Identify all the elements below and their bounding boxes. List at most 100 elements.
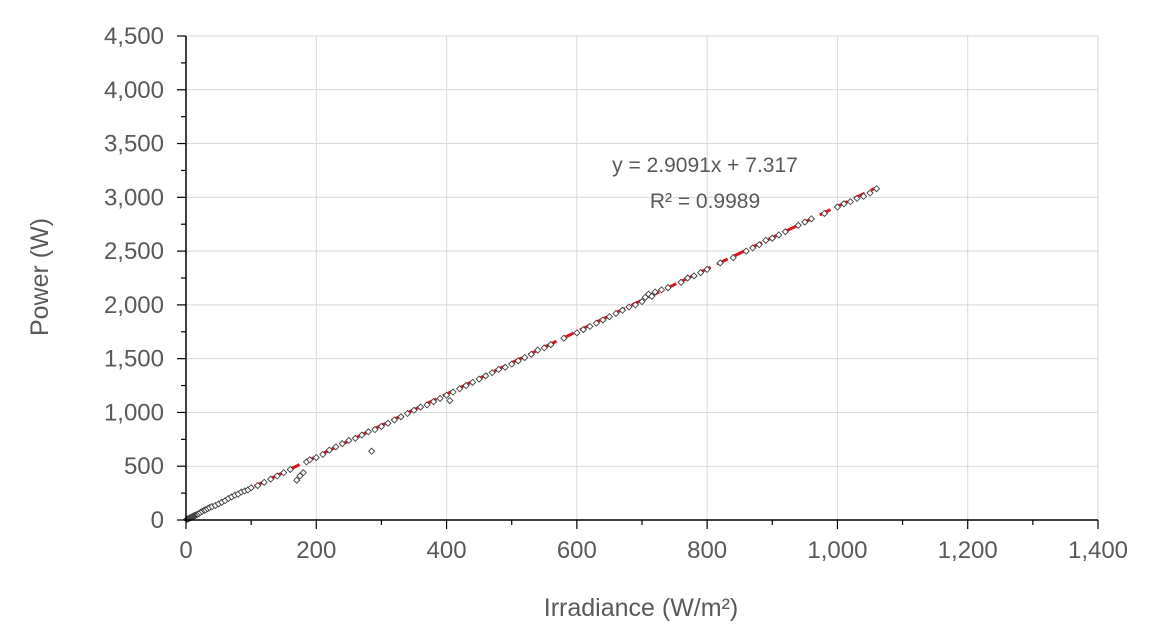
data-point xyxy=(527,350,535,359)
data-point xyxy=(762,236,770,244)
data-point xyxy=(358,431,366,439)
data-point xyxy=(423,401,431,409)
trendline-r-squared: R² = 0.9989 xyxy=(650,190,760,213)
data-point xyxy=(351,434,360,442)
data-point xyxy=(768,234,776,242)
data-point xyxy=(280,469,288,477)
y-tick-label: 4,500 xyxy=(104,23,164,50)
x-tick-label: 1,200 xyxy=(938,537,998,564)
data-point xyxy=(312,453,320,462)
data-point xyxy=(612,309,620,318)
data-point xyxy=(455,385,464,393)
data-point xyxy=(247,484,255,492)
data-point xyxy=(495,365,503,374)
data-point xyxy=(410,406,418,414)
trendline-equation: y = 2.9091x + 7.317 xyxy=(612,154,798,177)
gridlines xyxy=(186,35,1099,520)
data-point xyxy=(716,259,724,267)
data-point xyxy=(293,476,301,484)
data-point xyxy=(521,353,529,362)
data-point xyxy=(514,357,522,365)
x-tick-label: 1,400 xyxy=(1068,537,1128,564)
data-point xyxy=(260,478,268,486)
data-point xyxy=(306,456,314,464)
data-point xyxy=(781,228,789,236)
data-point xyxy=(742,247,750,255)
data-point xyxy=(846,197,855,206)
data-point xyxy=(416,403,425,411)
data-point xyxy=(631,301,640,309)
data-point xyxy=(319,450,327,459)
data-point xyxy=(442,391,451,399)
data-point xyxy=(625,303,633,311)
data-point xyxy=(807,215,816,223)
y-tick-label: 0 xyxy=(151,507,164,534)
x-tick-label: 1,000 xyxy=(807,537,867,564)
data-point xyxy=(488,369,496,377)
data-point xyxy=(325,446,333,454)
data-point xyxy=(429,398,438,406)
data-point xyxy=(853,194,861,203)
data-point xyxy=(390,416,399,424)
data-point xyxy=(560,334,568,342)
data-point xyxy=(449,388,457,396)
data-point xyxy=(273,472,281,480)
x-tick-label: 800 xyxy=(687,537,727,564)
tick-labels: 0 200 400 600 800 1,000 1,200 1,400 0 500 1,000 1,5… xyxy=(104,23,1128,564)
data-point xyxy=(364,428,373,436)
data-point xyxy=(729,253,737,262)
data-point xyxy=(547,341,555,349)
axes xyxy=(177,35,1099,529)
data-point xyxy=(540,344,548,352)
data-point xyxy=(677,278,685,286)
y-tick-label: 2,500 xyxy=(104,238,164,265)
data-point xyxy=(833,203,842,211)
data-point xyxy=(638,298,646,306)
data-point xyxy=(690,272,698,280)
y-axis-title: Power (W) xyxy=(26,218,54,336)
data-point xyxy=(446,396,454,405)
y-tick-label: 500 xyxy=(124,453,164,480)
x-tick-label: 0 xyxy=(179,537,192,564)
data-point xyxy=(254,481,262,490)
x-tick-label: 400 xyxy=(427,537,467,564)
data-point xyxy=(338,439,346,448)
data-point xyxy=(462,381,470,390)
data-point xyxy=(592,319,601,327)
data-point xyxy=(755,241,763,249)
data-point xyxy=(579,325,588,334)
data-point xyxy=(599,316,607,324)
data-point xyxy=(703,265,711,274)
data-point xyxy=(299,469,307,477)
data-point xyxy=(508,360,516,368)
data-point xyxy=(267,475,275,483)
data-point xyxy=(872,185,881,193)
data-point xyxy=(286,465,294,474)
data-point xyxy=(683,274,692,282)
y-tick-label: 3,500 xyxy=(104,131,164,158)
data-point xyxy=(475,375,483,383)
data-point xyxy=(377,422,386,431)
data-point xyxy=(468,378,477,386)
data-point xyxy=(657,286,666,294)
data-point xyxy=(345,436,353,445)
data-point xyxy=(384,419,392,427)
data-point xyxy=(618,306,627,314)
data-point xyxy=(866,189,874,197)
data-point xyxy=(749,244,757,252)
data-point xyxy=(534,346,542,354)
data-point xyxy=(436,394,444,403)
data-point xyxy=(397,413,405,421)
data-point xyxy=(840,200,848,208)
data-point xyxy=(605,313,614,321)
data-point xyxy=(648,292,656,300)
data-point xyxy=(794,221,802,229)
y-tick-label: 1,000 xyxy=(104,399,164,426)
y-tick-label: 3,000 xyxy=(104,184,164,211)
data-point xyxy=(696,268,705,277)
data-point xyxy=(332,443,340,451)
data-point xyxy=(820,209,829,218)
x-axis-title: Irradiance (W/m²) xyxy=(544,594,738,622)
data-point xyxy=(368,447,376,455)
